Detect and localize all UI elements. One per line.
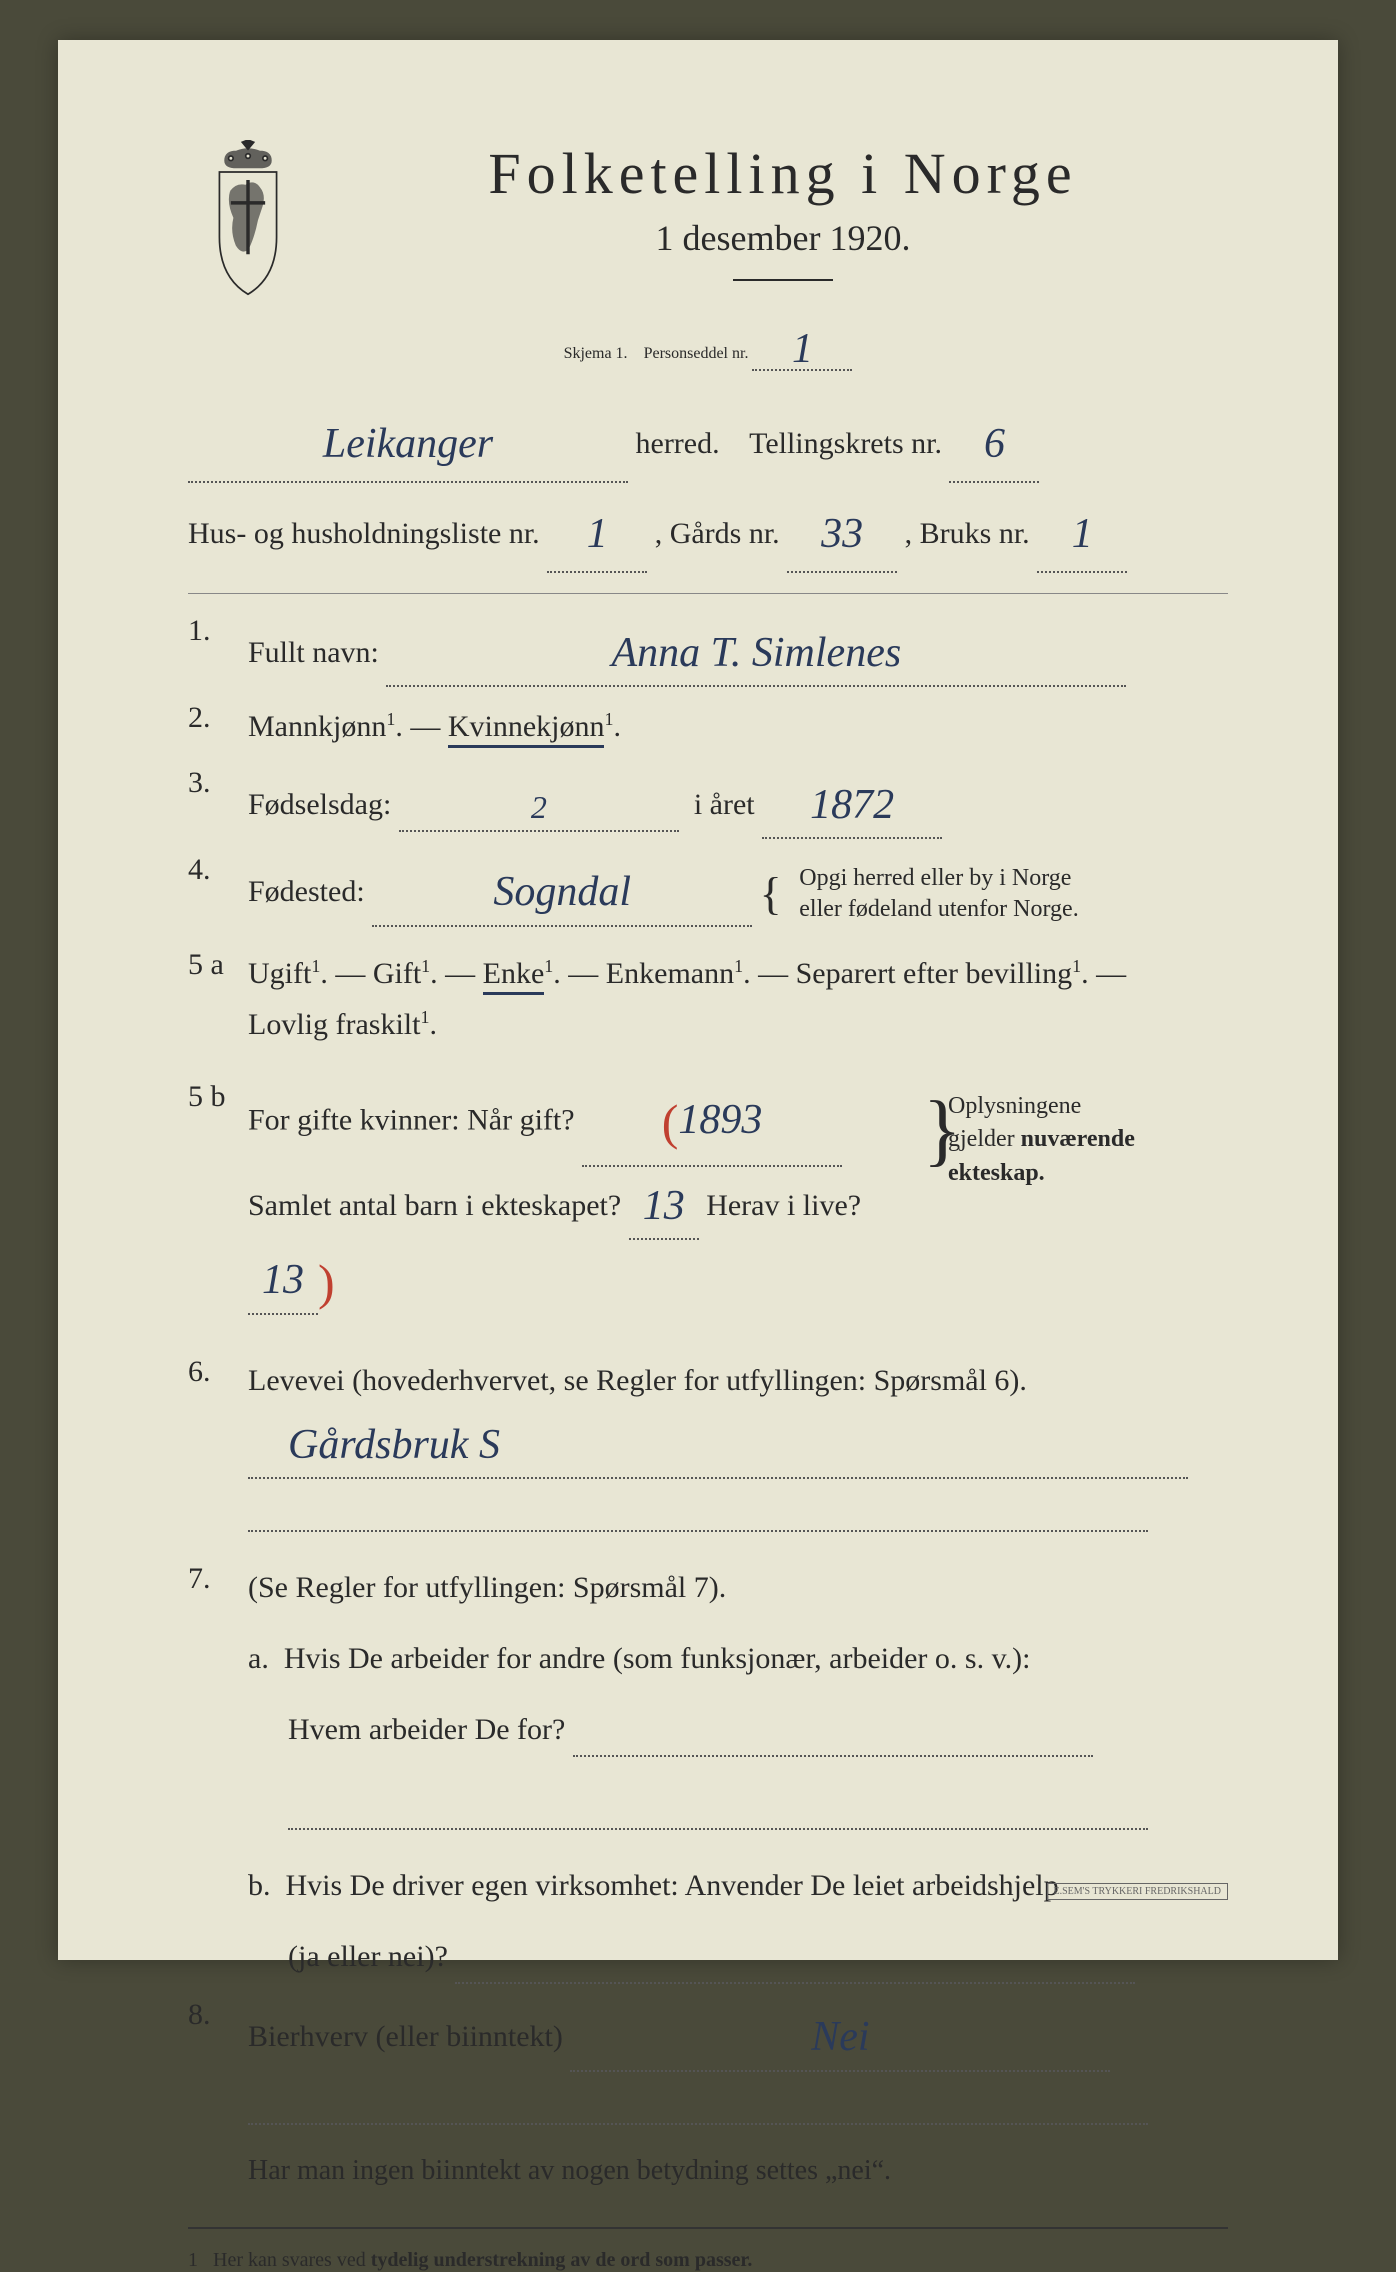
form-id-line: Skjema 1. Personseddel nr. 1 [188, 321, 1228, 371]
q5b-line1-label: For gifte kvinner: Når gift? [248, 1103, 575, 1136]
footnote-section: 1 Her kan svares ved tydelig understrekn… [188, 2227, 1228, 2272]
question-7: 7. (Se Regler for utfyllingen: Spørsmål … [188, 1562, 1228, 1984]
q7b-q: (ja eller nei)? [288, 1940, 448, 1973]
q7b-label: Hvis De driver egen virksomhet: Anvender… [286, 1869, 1059, 1902]
q5b-note-2: gjelder nuværende [948, 1126, 1135, 1152]
q5b-line2-label: Samlet antal barn i ekteskapet? [248, 1189, 621, 1222]
separator [188, 593, 1228, 594]
q7-label: (Se Regler for utfyllingen: Spørsmål 7). [248, 1571, 726, 1604]
q5a-gift: Gift [373, 957, 421, 990]
q5a-separert: Separert efter bevilling [796, 957, 1073, 990]
q5a-enke: Enke [483, 957, 545, 995]
skjema-label: Skjema 1. [564, 345, 628, 362]
q5a-ugift: Ugift [248, 957, 311, 990]
q5b-note-3: ekteskap. [948, 1160, 1045, 1186]
husliste-line: Hus- og husholdningsliste nr. 1 , Gårds … [188, 491, 1228, 573]
q2-num: 2. [188, 701, 248, 735]
bruks-label: , Bruks nr. [905, 517, 1030, 550]
gards-label: , Gårds nr. [655, 517, 780, 550]
q5b-barn-live: 13 [262, 1245, 304, 1316]
divider [733, 279, 833, 281]
main-title: Folketelling i Norge [338, 140, 1228, 207]
q8-value: Nei [811, 2002, 869, 2073]
title-block: Folketelling i Norge 1 desember 1920. [338, 140, 1228, 301]
q5a-fraskilt: Lovlig fraskilt [248, 1008, 420, 1041]
q3-num: 3. [188, 766, 248, 800]
q7-num: 7. [188, 1562, 248, 1596]
printer-mark: E.SEM'S TRYKKERI FREDRIKSHALD [1047, 1883, 1228, 1900]
q5b-note: } Oplysningene gjelder nuværende ekteska… [928, 1090, 1228, 1191]
bottom-note: Har man ingen biinntekt av nogen betydni… [248, 2155, 1228, 2187]
header: Folketelling i Norge 1 desember 1920. [188, 140, 1228, 301]
gards-nr: 33 [821, 495, 863, 575]
question-5b: 5 b } Oplysningene gjelder nuværende ekt… [188, 1080, 1228, 1325]
q4-note: Opgi herred eller by i Norge eller fødel… [799, 863, 1078, 925]
personseddel-label: Personseddel nr. [644, 345, 749, 362]
question-1: 1. Fullt navn: Anna T. Simlenes [188, 614, 1228, 687]
q6-value: Gårdsbruk S [288, 1410, 500, 1481]
question-5a: 5 a Ugift1. — Gift1. — Enke1. — Enkemann… [188, 948, 1228, 1050]
footnote-text-bold: tydelig understrekning av de ord som pas… [371, 2249, 753, 2271]
tellingskrets-label: Tellingskrets nr. [749, 427, 942, 460]
q6-label: Levevei (hovederhvervet, se Regler for u… [248, 1364, 1027, 1397]
question-3: 3. Fødselsdag: 2 i året 1872 [188, 766, 1228, 839]
q4-label: Fødested: [248, 875, 365, 908]
q5b-barn-total: 13 [643, 1171, 685, 1242]
herred-label: herred. [636, 427, 720, 460]
census-form-page: Folketelling i Norge 1 desember 1920. Sk… [58, 40, 1338, 1960]
q5b-herav-label: Herav i live? [706, 1189, 861, 1222]
q6-num: 6. [188, 1355, 248, 1389]
q2-kvinne: Kvinnekjønn [448, 710, 605, 748]
norway-coat-of-arms-icon [188, 140, 308, 300]
footnote-num: 1 [188, 2249, 198, 2271]
q4-value: Sogndal [493, 857, 631, 928]
q1-value: Anna T. Simlenes [611, 618, 901, 689]
tellingskrets-nr: 6 [984, 405, 1005, 485]
question-2: 2. Mannkjønn1. — Kvinnekjønn1. [188, 701, 1228, 752]
bruks-nr: 1 [1072, 495, 1093, 575]
q8-label: Bierhverv (eller biinntekt) [248, 2020, 563, 2053]
q5a-enkemann: Enkemann [606, 957, 734, 990]
personseddel-nr: 1 [792, 325, 813, 373]
q3-day: 2 [531, 780, 547, 834]
q4-note-line2: eller fødeland utenfor Norge. [799, 896, 1078, 922]
herred-line: Leikanger herred. Tellingskrets nr. 6 [188, 401, 1228, 483]
q1-label: Fullt navn: [248, 636, 379, 669]
q5a-num: 5 a [188, 948, 248, 982]
q1-num: 1. [188, 614, 248, 648]
q7a-label: Hvis De arbeider for andre (som funksjon… [284, 1642, 1031, 1675]
q3-year-label: i året [694, 788, 755, 821]
herred-value: Leikanger [323, 405, 493, 485]
q5b-nar-gift: 1893 [678, 1085, 762, 1156]
q4-num: 4. [188, 853, 248, 887]
q8-num: 8. [188, 1998, 248, 2032]
footnote-text-before: Her kan svares ved [213, 2249, 371, 2271]
q3-year: 1872 [810, 770, 894, 841]
question-6: 6. Levevei (hovederhvervet, se Regler fo… [188, 1355, 1228, 1532]
q7a-q: Hvem arbeider De for? [288, 1713, 565, 1746]
q5b-num: 5 b [188, 1080, 248, 1114]
question-8: 8. Bierhverv (eller biinntekt) Nei [188, 1998, 1228, 2124]
husliste-nr: 1 [587, 495, 608, 575]
question-4: 4. Fødested: Sogndal { Opgi herred eller… [188, 853, 1228, 933]
q3-label: Fødselsdag: [248, 788, 391, 821]
q5b-note-1: Oplysningene [948, 1093, 1081, 1119]
q2-mann: Mannkjønn [248, 710, 386, 743]
q4-note-line1: Opgi herred eller by i Norge [799, 865, 1071, 891]
husliste-label: Hus- og husholdningsliste nr. [188, 517, 540, 550]
subtitle: 1 desember 1920. [338, 217, 1228, 259]
